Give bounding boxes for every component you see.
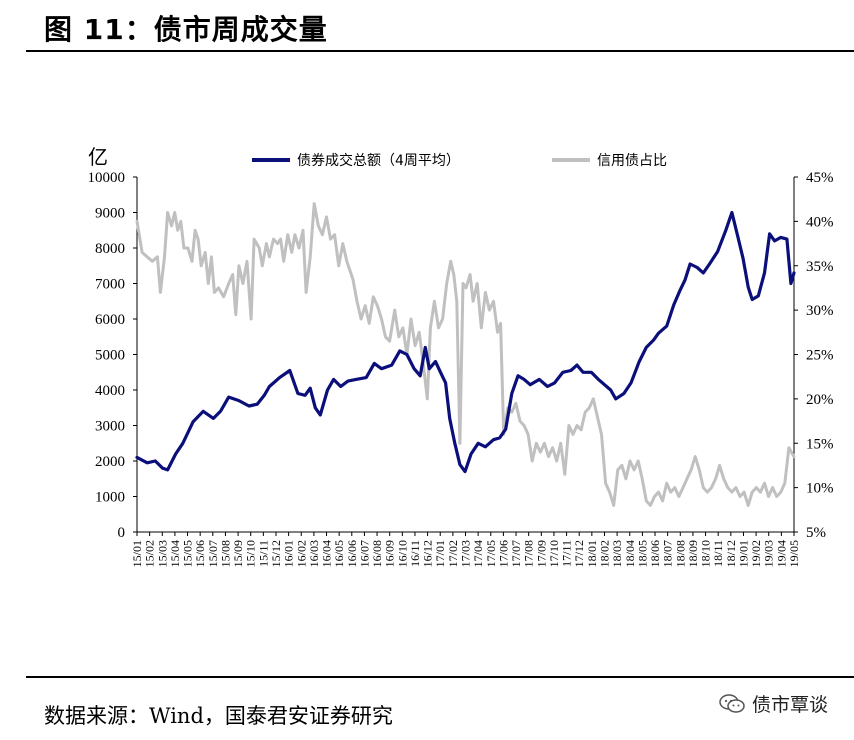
y-right-tick-label: 15% bbox=[806, 436, 834, 452]
x-tick-label: 15/08 bbox=[218, 540, 232, 567]
y-left-tick-label: 2000 bbox=[95, 454, 125, 470]
bottom-rule bbox=[26, 676, 854, 678]
y-left-tick-label: 6000 bbox=[95, 312, 125, 328]
x-tick-label: 19/02 bbox=[749, 540, 763, 567]
chart: 0 1000 2000 3000 4000 5000 6000 7000 8000 9000 100… bbox=[88, 145, 834, 567]
x-tick-label: 15/02 bbox=[143, 540, 157, 567]
series-line-credit bbox=[135, 202, 796, 507]
x-tick-label: 16/03 bbox=[307, 540, 321, 567]
x-tick-label: 17/01 bbox=[433, 540, 447, 567]
y-left-tick-label: 1000 bbox=[95, 490, 125, 506]
x-tick-label: 16/06 bbox=[345, 540, 359, 567]
y-right-tick-label: 35% bbox=[806, 259, 834, 275]
x-tick-label: 18/06 bbox=[648, 540, 662, 567]
x-tick-label: 18/08 bbox=[673, 540, 687, 567]
brand-name: 债市覃谈 bbox=[751, 694, 828, 716]
legend-label-volume: 债券成交总额（4周平均） bbox=[297, 152, 460, 169]
x-tick-label: 15/10 bbox=[244, 540, 258, 567]
x-tick-label: 19/01 bbox=[736, 540, 750, 567]
wechat-icon bbox=[719, 693, 745, 713]
y-right-tick-label: 40% bbox=[806, 214, 834, 230]
y-left-tick-label: 8000 bbox=[95, 241, 125, 257]
x-tick-label: 16/01 bbox=[282, 540, 296, 567]
x-tick-label: 15/05 bbox=[181, 540, 195, 567]
x-tick-label: 17/02 bbox=[446, 540, 460, 567]
x-tick-label: 15/07 bbox=[206, 540, 220, 567]
data-source-note: 数据来源：Wind，国泰君安证券研究 bbox=[44, 704, 393, 728]
x-tick-label: 18/07 bbox=[661, 540, 675, 567]
x-tick-label: 16/02 bbox=[294, 540, 308, 567]
x-tick-label: 17/12 bbox=[572, 540, 586, 567]
y-left-tick-label: 3000 bbox=[95, 419, 125, 435]
x-tick-label: 17/11 bbox=[560, 540, 574, 567]
x-tick-label: 17/10 bbox=[547, 540, 561, 567]
x-tick-label: 16/09 bbox=[383, 540, 397, 567]
y-right-tick-label: 45% bbox=[806, 170, 834, 186]
y-right-tick-label: 20% bbox=[806, 392, 834, 408]
chart-legend: 债券成交总额（4周平均） 信用债占比 bbox=[252, 152, 667, 169]
x-tick-label: 16/04 bbox=[320, 540, 334, 567]
x-tick-label: 17/08 bbox=[522, 540, 536, 567]
brand-mark: 债市覃谈 bbox=[718, 690, 828, 717]
x-tick-label: 16/08 bbox=[370, 540, 384, 567]
x-tick-label: 18/05 bbox=[635, 540, 649, 567]
x-tick-label: 19/05 bbox=[787, 540, 801, 567]
y-left-tick-label: 7000 bbox=[95, 277, 125, 293]
x-tick-label: 18/11 bbox=[711, 540, 725, 567]
x-tick-label: 18/03 bbox=[610, 540, 624, 567]
x-tick-label: 17/04 bbox=[471, 540, 485, 567]
x-tick-label: 15/09 bbox=[231, 540, 245, 567]
x-tick-label: 17/07 bbox=[509, 540, 523, 567]
series-line-volume bbox=[135, 210, 796, 474]
x-tick-label: 15/06 bbox=[193, 540, 207, 567]
x-tick-label: 19/03 bbox=[762, 540, 776, 567]
x-tick-label: 18/04 bbox=[623, 540, 637, 567]
x-tick-label: 17/06 bbox=[496, 540, 510, 567]
y-left-tick-label: 9000 bbox=[95, 206, 125, 222]
x-tick-label: 16/05 bbox=[332, 540, 346, 567]
x-tick-label: 16/11 bbox=[408, 540, 422, 567]
figure-title: 图 11：债市周成交量 bbox=[44, 13, 328, 46]
y-left-tick-label: 10000 bbox=[88, 170, 126, 186]
y-left-tick-label: 4000 bbox=[95, 383, 125, 399]
chart-axes: 0 1000 2000 3000 4000 5000 6000 7000 8000 9000 100… bbox=[88, 170, 834, 567]
x-tick-label: 19/04 bbox=[774, 540, 788, 567]
x-tick-label: 18/09 bbox=[686, 540, 700, 567]
x-tick-label: 17/05 bbox=[484, 540, 498, 567]
x-tick-label: 15/12 bbox=[269, 540, 283, 567]
y-right-tick-label: 10% bbox=[806, 481, 834, 497]
x-tick-label: 16/10 bbox=[395, 540, 409, 567]
legend-label-credit: 信用债占比 bbox=[597, 153, 667, 169]
x-tick-label: 15/03 bbox=[155, 540, 169, 567]
chart-series-layer bbox=[135, 202, 796, 507]
x-tick-label: 18/02 bbox=[597, 540, 611, 567]
x-tick-label: 15/11 bbox=[256, 540, 270, 567]
top-rule bbox=[26, 50, 854, 52]
x-tick-label: 18/01 bbox=[585, 540, 599, 567]
y-left-tick-label: 0 bbox=[118, 525, 126, 541]
x-tick-label: 18/12 bbox=[724, 540, 738, 567]
x-tick-label: 16/07 bbox=[357, 540, 371, 567]
x-tick-label: 15/01 bbox=[130, 540, 144, 567]
y-right-tick-label: 5% bbox=[806, 525, 826, 541]
x-tick-label: 17/03 bbox=[459, 540, 473, 567]
x-tick-label: 18/10 bbox=[699, 540, 713, 567]
y-axis-unit-label: 亿 bbox=[88, 145, 108, 169]
x-tick-label: 17/09 bbox=[534, 540, 548, 567]
y-right-tick-label: 25% bbox=[806, 348, 834, 364]
x-tick-label: 16/12 bbox=[421, 540, 435, 567]
y-left-tick-label: 5000 bbox=[95, 348, 125, 364]
x-tick-label: 15/04 bbox=[168, 540, 182, 567]
y-right-tick-label: 30% bbox=[806, 303, 834, 319]
